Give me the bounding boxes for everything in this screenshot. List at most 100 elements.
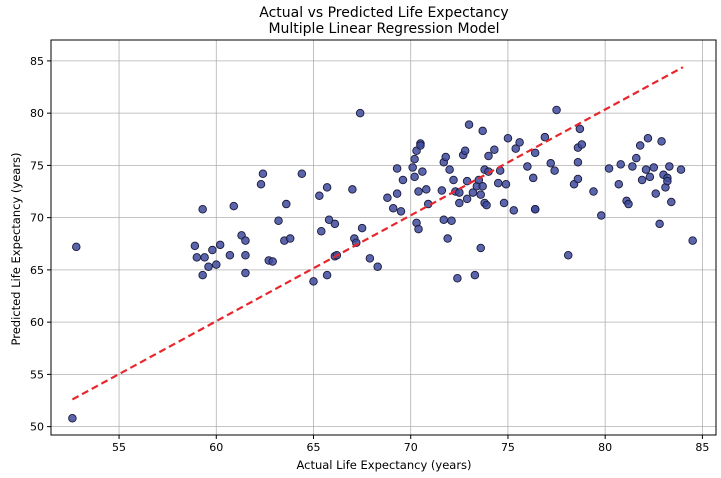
data-point bbox=[655, 219, 664, 229]
y-tick-label: 75 bbox=[30, 159, 44, 172]
data-point bbox=[573, 174, 583, 184]
data-point bbox=[68, 414, 77, 423]
data-point bbox=[198, 205, 207, 214]
data-point bbox=[315, 191, 324, 200]
data-point bbox=[192, 253, 202, 262]
data-point bbox=[589, 187, 598, 196]
data-point bbox=[632, 153, 641, 163]
data-point bbox=[550, 166, 559, 175]
data-point bbox=[439, 215, 449, 224]
data-point bbox=[204, 262, 213, 272]
data-point bbox=[573, 158, 583, 167]
data-point bbox=[501, 179, 511, 189]
data-point bbox=[468, 188, 478, 197]
data-point bbox=[229, 201, 239, 211]
data-point bbox=[552, 105, 561, 115]
data-point bbox=[449, 175, 458, 185]
data-point bbox=[388, 203, 398, 213]
data-point bbox=[241, 236, 250, 245]
data-point bbox=[509, 206, 519, 215]
data-point bbox=[490, 145, 499, 154]
data-point bbox=[641, 165, 651, 174]
data-point bbox=[414, 224, 423, 234]
plot-frame bbox=[50, 39, 717, 436]
data-point bbox=[624, 199, 633, 209]
data-point bbox=[208, 245, 217, 255]
data-point bbox=[437, 186, 447, 195]
data-point bbox=[482, 200, 491, 210]
data-point bbox=[478, 126, 487, 136]
data-point bbox=[645, 172, 655, 182]
data-point bbox=[455, 198, 464, 208]
data-point bbox=[530, 148, 540, 158]
data-point bbox=[324, 215, 334, 224]
data-point bbox=[274, 216, 283, 226]
data-point bbox=[499, 198, 509, 208]
data-point bbox=[416, 141, 425, 150]
y-tick-label: 55 bbox=[30, 368, 44, 381]
data-point bbox=[665, 162, 674, 171]
data-point bbox=[528, 173, 538, 183]
data-point bbox=[357, 223, 367, 233]
y-tick-label: 50 bbox=[30, 421, 44, 434]
y-tick-label: 80 bbox=[30, 107, 44, 120]
data-point bbox=[464, 120, 474, 129]
data-point bbox=[441, 152, 450, 162]
y-axis-label: Predicted Life Expectancy (years) bbox=[9, 152, 23, 345]
data-point bbox=[355, 108, 365, 118]
data-point bbox=[478, 182, 487, 191]
x-tick-label: 85 bbox=[695, 441, 709, 454]
data-point bbox=[317, 226, 326, 236]
y-tick-label: 85 bbox=[30, 55, 44, 68]
data-point bbox=[577, 140, 587, 149]
data-point bbox=[200, 253, 209, 262]
data-point bbox=[628, 162, 637, 171]
data-point bbox=[297, 169, 307, 179]
data-point bbox=[418, 167, 427, 176]
data-point bbox=[663, 176, 672, 186]
data-point bbox=[225, 251, 235, 260]
data-point bbox=[422, 185, 431, 194]
data-point bbox=[484, 151, 493, 161]
data-point bbox=[322, 270, 332, 280]
data-point bbox=[460, 146, 470, 156]
data-point bbox=[398, 175, 408, 185]
data-point bbox=[523, 162, 532, 171]
data-point bbox=[445, 165, 454, 174]
data-point bbox=[447, 216, 456, 226]
data-point bbox=[190, 241, 200, 251]
x-tick-label: 80 bbox=[598, 441, 612, 454]
chart-subtitle: Multiple Linear Regression Model bbox=[268, 21, 499, 37]
data-point bbox=[688, 236, 697, 245]
regression-line bbox=[71, 66, 684, 401]
y-tick-label: 60 bbox=[30, 316, 44, 329]
data-point bbox=[410, 154, 419, 164]
data-point bbox=[396, 207, 406, 216]
data-point bbox=[258, 169, 268, 179]
data-point bbox=[453, 274, 462, 283]
data-point bbox=[667, 197, 676, 207]
data-point bbox=[212, 260, 221, 269]
data-point bbox=[373, 262, 382, 272]
x-ticks: 55 60 65 70 75 80 85 bbox=[112, 435, 709, 454]
data-point bbox=[410, 172, 419, 182]
data-point bbox=[365, 254, 375, 263]
data-point bbox=[256, 179, 266, 189]
y-ticks: 50 55 60 65 70 75 80 85 bbox=[30, 55, 51, 434]
data-point bbox=[392, 164, 402, 173]
data-point bbox=[530, 205, 540, 214]
data-point bbox=[637, 175, 647, 185]
data-point bbox=[476, 243, 485, 253]
data-point bbox=[414, 187, 423, 196]
data-point bbox=[604, 164, 614, 173]
data-point bbox=[540, 132, 550, 142]
data-point bbox=[515, 138, 524, 147]
data-point bbox=[575, 124, 585, 134]
data-point bbox=[676, 165, 686, 174]
data-point bbox=[503, 133, 513, 143]
x-tick-label: 65 bbox=[307, 441, 321, 454]
data-point bbox=[511, 144, 520, 153]
data-points bbox=[68, 105, 697, 423]
data-point bbox=[322, 183, 332, 192]
